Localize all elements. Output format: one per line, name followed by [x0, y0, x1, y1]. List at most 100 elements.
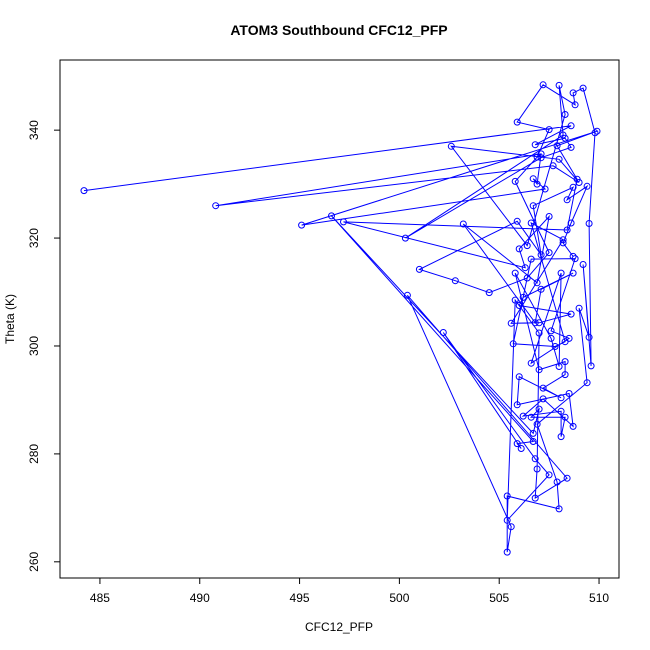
data-point	[569, 252, 577, 260]
data-point	[519, 412, 527, 420]
data-point	[535, 329, 543, 337]
data-point	[515, 302, 523, 309]
data-point	[567, 122, 575, 130]
y-tick-label: 300	[27, 336, 41, 356]
data-point	[541, 185, 549, 193]
x-tick-label: 495	[290, 591, 310, 605]
x-tick-label: 490	[190, 591, 210, 605]
data-point	[561, 111, 569, 118]
data-point	[591, 129, 599, 137]
data-point	[539, 384, 547, 392]
data-point	[439, 329, 447, 336]
data-point	[545, 249, 553, 257]
x-axis: 485 490 495 500 505 510	[90, 577, 609, 605]
data-point	[527, 359, 535, 367]
x-tick-label: 505	[489, 591, 509, 605]
data-point	[555, 363, 563, 370]
data-point	[559, 239, 567, 247]
data-point	[531, 455, 539, 463]
data-point	[557, 269, 565, 277]
data-point	[298, 221, 306, 229]
data-point	[509, 340, 517, 348]
data-point	[571, 255, 579, 263]
data-point	[515, 373, 523, 381]
y-tick-label: 260	[27, 551, 41, 571]
chart-title: ATOM3 Southbound CFC12_PFP	[230, 22, 447, 38]
data-point	[563, 226, 571, 234]
data-point	[567, 143, 575, 151]
data-point	[579, 84, 587, 92]
data-point	[537, 251, 545, 259]
data-point	[533, 279, 541, 287]
data-point	[555, 505, 563, 513]
data-point	[571, 101, 579, 109]
data-point	[529, 202, 537, 210]
data-point	[531, 141, 539, 149]
data-point	[547, 334, 555, 342]
data-point	[533, 180, 541, 188]
data-point	[535, 366, 543, 374]
data-point	[567, 310, 575, 318]
data-point	[569, 422, 577, 430]
data-point	[447, 142, 455, 150]
data-point	[523, 274, 531, 282]
data-point	[561, 413, 569, 421]
data-point	[553, 142, 561, 150]
data-point	[537, 154, 545, 162]
data-point	[567, 219, 575, 227]
data-point	[527, 413, 535, 421]
data-point	[565, 334, 573, 342]
x-tick-label: 485	[90, 591, 110, 605]
data-point	[523, 242, 531, 250]
data-point	[547, 327, 555, 335]
data-point	[553, 478, 561, 486]
data-point	[585, 220, 593, 227]
data-point	[551, 343, 559, 350]
data-point	[503, 492, 511, 500]
data-point	[513, 440, 521, 448]
data-point	[503, 516, 511, 524]
data-point	[563, 474, 571, 482]
data-point	[513, 401, 521, 409]
data-point	[80, 187, 88, 195]
y-tick-label: 320	[27, 228, 41, 248]
data-point	[569, 183, 577, 191]
data-point	[593, 127, 601, 135]
data-point	[555, 81, 563, 89]
series-layer	[80, 81, 601, 556]
data-point	[328, 212, 335, 220]
data-point	[559, 131, 567, 139]
data-point	[569, 89, 577, 97]
data-point	[521, 264, 529, 272]
data-point	[575, 304, 583, 312]
data-point	[503, 548, 511, 556]
data-point	[401, 234, 409, 242]
data-point	[507, 319, 515, 327]
data-point	[529, 438, 537, 445]
data-point	[573, 175, 581, 183]
plot-frame	[59, 59, 620, 579]
data-point	[517, 445, 525, 452]
y-axis: 260 280 300 320 340	[27, 120, 61, 572]
data-point	[539, 395, 547, 403]
data-point	[519, 293, 527, 301]
data-point	[533, 465, 541, 473]
data-point	[557, 407, 565, 415]
data-point	[533, 420, 541, 428]
data-point	[511, 269, 519, 277]
data-point	[557, 433, 565, 441]
data-point	[585, 333, 593, 341]
data-point	[507, 523, 515, 531]
data-point	[535, 319, 543, 327]
data-point	[561, 358, 569, 366]
data-point	[415, 265, 423, 273]
data-point	[539, 81, 547, 89]
data-point	[587, 362, 595, 370]
data-point	[555, 155, 563, 163]
data-point	[459, 220, 467, 228]
x-tick-label: 510	[589, 591, 609, 605]
data-point	[515, 245, 523, 253]
data-point	[511, 177, 519, 185]
series-line	[83, 84, 598, 553]
